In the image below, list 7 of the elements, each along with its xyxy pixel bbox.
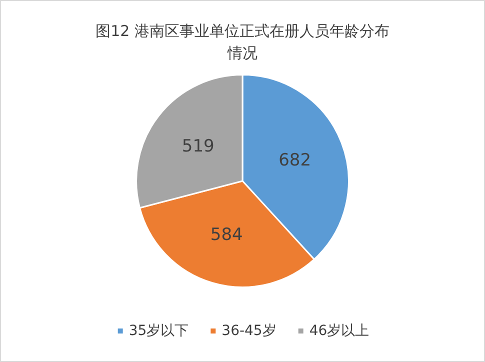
legend-label: 36-45岁	[222, 323, 276, 339]
legend-label: 35岁以下	[128, 323, 189, 339]
data-label: 584	[210, 224, 243, 245]
data-label: 519	[182, 136, 214, 157]
legend-label: 46岁以上	[309, 323, 370, 339]
chart-title: 图12 港南区事业单位正式在册人员年龄分布情况	[96, 22, 390, 62]
data-label: 682	[278, 150, 312, 171]
